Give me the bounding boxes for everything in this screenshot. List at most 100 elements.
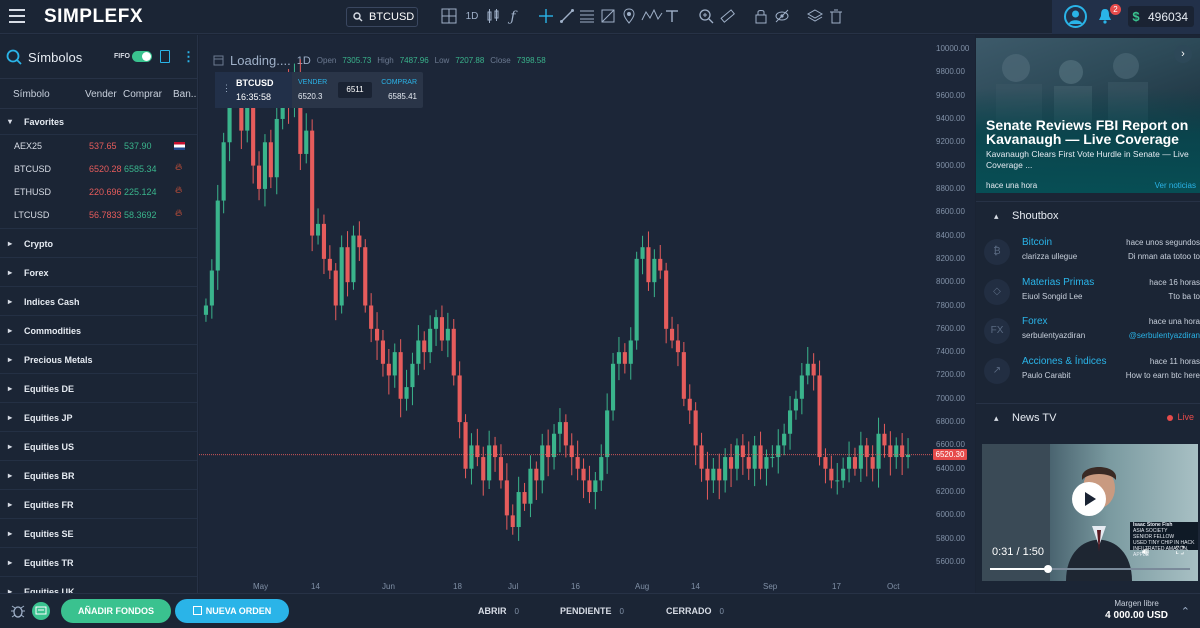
news-card[interactable]: › Senate Reviews FBI Report on Kavanaugh… [976, 38, 1200, 193]
shoutbox-item[interactable]: ◇ Materias Primas Eiuol Songid Lee hace 16 … [976, 275, 1200, 313]
group-favorites[interactable]: ▾ Favorites [0, 109, 197, 135]
layers-icon[interactable] [806, 8, 824, 26]
candle [575, 440, 580, 481]
shoutbox-item[interactable]: FX Forex serbulentyazdiran hace una hora @se… [976, 314, 1200, 352]
text-tool-icon[interactable] [663, 8, 681, 26]
shoutbox-item[interactable]: ↗ Acciones & Índices Paulo Carabit hace 11 … [976, 354, 1200, 392]
expand-panel-icon[interactable]: ⌃ [1180, 606, 1190, 618]
symbol-sell-price[interactable]: 6520.28 [89, 164, 122, 174]
symbol-search-input[interactable]: BTCUSD [346, 7, 418, 27]
symbol-buy-price[interactable]: 58.3692 [124, 210, 157, 220]
column-buy[interactable]: Comprar [123, 89, 162, 100]
symbol-buy-price[interactable]: 225.124 [124, 187, 157, 197]
chat-icon[interactable] [32, 602, 50, 620]
volume-icon[interactable]: 🔊︎ [1142, 546, 1149, 558]
video-progress-bar[interactable] [990, 565, 1190, 573]
drag-handle-icon[interactable]: ⋮ [222, 83, 231, 93]
chevron-up-icon: ▴ [994, 211, 999, 221]
symbol-group[interactable]: ▸ Equities DE [0, 374, 197, 403]
balance-display[interactable]: $ 496034 [1128, 6, 1194, 27]
symbol-buy-price[interactable]: 6585.34 [124, 164, 157, 174]
time-tick-label: Sep [763, 582, 778, 591]
chart-window-icon[interactable] [213, 55, 224, 66]
symbol-sell-price[interactable]: 220.696 [89, 187, 122, 197]
symbol-group[interactable]: ▸ Equities BR [0, 461, 197, 490]
symbol-group[interactable]: ▸ Equities JP [0, 403, 197, 432]
zoom-in-icon[interactable] [697, 8, 715, 26]
crosshair-icon[interactable] [537, 8, 555, 26]
elliott-wave-icon[interactable] [640, 8, 664, 26]
sell-button-label[interactable]: VENDER [298, 79, 328, 86]
lock-icon[interactable] [752, 8, 770, 26]
favorite-row[interactable]: LTCUSD 56.7833 58.3692 🔥︎ [0, 204, 197, 227]
news-tv-header[interactable]: ▴ News TV Live [976, 403, 1200, 431]
shout-topic[interactable]: Acciones & Índices [1022, 355, 1107, 367]
favorite-row[interactable]: BTCUSD 6520.28 6585.34 🔥︎ [0, 158, 197, 181]
symbol-group[interactable]: ▸ Equities SE [0, 519, 197, 548]
shout-topic[interactable]: Materias Primas [1022, 276, 1095, 288]
ruler-icon[interactable] [718, 8, 736, 26]
sell-price[interactable]: 6520.3 [298, 92, 323, 101]
column-flag[interactable]: Ban... [173, 89, 198, 100]
add-funds-button[interactable]: AÑADIR FONDOS [61, 599, 171, 623]
symbol-group[interactable]: ▸ Crypto [0, 229, 197, 258]
user-avatar-icon[interactable] [1064, 5, 1087, 28]
search-icon[interactable] [6, 49, 22, 65]
indicators-icon[interactable]: ƒ [510, 9, 516, 25]
news-title[interactable]: Senate Reviews FBI Report on Kavanaugh —… [986, 117, 1189, 147]
buy-price[interactable]: 6585.41 [388, 92, 417, 101]
fib-icon[interactable] [578, 8, 596, 26]
next-news-icon[interactable]: › [1174, 45, 1192, 63]
price-chart[interactable]: Loading.... 1D Open 7305.73 High 7487.96 L… [199, 35, 975, 593]
shoutbox-header[interactable]: ▴ Shoutbox [976, 201, 1200, 229]
resolution-button[interactable]: 1D [465, 11, 479, 22]
orders-tab[interactable]: ABRIR 0 [478, 606, 519, 616]
symbol-sell-price[interactable]: 56.7833 [89, 210, 122, 220]
hamburger-menu-icon[interactable] [9, 9, 25, 23]
orders-tab[interactable]: PENDIENTE 0 [560, 606, 624, 616]
symbol-group[interactable]: ▸ Equities FR [0, 490, 197, 519]
time-tick-label: 17 [832, 582, 841, 591]
news-video-player[interactable]: Isaac Stone Fish ASIA SOCIETY SENIOR FELLO… [982, 444, 1198, 581]
symbol-group[interactable]: ▸ Equities UK [0, 577, 197, 593]
shoutbox-item[interactable]: ₿ Bitcoin clarizza ullegue hace unos segund… [976, 235, 1200, 273]
symbol-group[interactable]: ▸ Commodities [0, 316, 197, 345]
chart-layout-icon[interactable] [440, 8, 458, 26]
symbol-sell-price[interactable]: 537.65 [89, 141, 117, 151]
play-button-icon[interactable] [1072, 482, 1106, 516]
buy-button-label[interactable]: COMPRAR [381, 79, 417, 86]
trend-line-icon[interactable] [558, 8, 576, 26]
favorite-row[interactable]: AEX25 537.65 537.90 [0, 135, 197, 158]
column-sell[interactable]: Vender [85, 89, 117, 100]
favorite-row[interactable]: ETHUSD 220.696 225.124 🔥︎ [0, 181, 197, 204]
view-news-link[interactable]: Ver noticias [1154, 181, 1196, 190]
shout-topic[interactable]: Bitcoin [1022, 237, 1053, 248]
symbol-group[interactable]: ▸ Equities TR [0, 548, 197, 577]
trash-icon[interactable] [827, 8, 845, 26]
bug-report-icon[interactable] [10, 603, 26, 619]
video-progress-knob[interactable] [1044, 565, 1052, 573]
calculator-icon[interactable] [160, 50, 170, 63]
symbol-group[interactable]: ▸ Indices Cash [0, 287, 197, 316]
orders-tab[interactable]: CERRADO 0 [666, 606, 724, 616]
fifo-toggle[interactable] [132, 51, 152, 62]
location-pin-icon[interactable] [620, 8, 638, 26]
netherlands-flag-icon [174, 142, 185, 150]
candle-type-icon[interactable] [484, 8, 502, 26]
symbol-group[interactable]: ▸ Forex [0, 258, 197, 287]
shout-user: Eiuol Songid Lee [1022, 291, 1083, 301]
candle-body [492, 445, 498, 458]
candle [599, 444, 604, 491]
bell-icon[interactable] [1098, 8, 1112, 24]
more-options-icon[interactable]: ⋮ [182, 49, 195, 64]
logo-area: SIMPLEFX [0, 0, 198, 34]
symbol-group[interactable]: ▸ Precious Metals [0, 345, 197, 374]
symbol-buy-price[interactable]: 537.90 [124, 141, 152, 151]
hide-drawings-icon[interactable] [773, 8, 791, 26]
pattern-icon[interactable] [599, 8, 617, 26]
new-order-button[interactable]: NUEVA ORDEN [175, 599, 289, 623]
symbol-group[interactable]: ▸ Equities US [0, 432, 197, 461]
column-symbol[interactable]: Símbolo [13, 89, 50, 100]
fullscreen-icon[interactable]: ⛶ [1176, 545, 1184, 557]
shout-topic[interactable]: Forex [1022, 316, 1048, 327]
